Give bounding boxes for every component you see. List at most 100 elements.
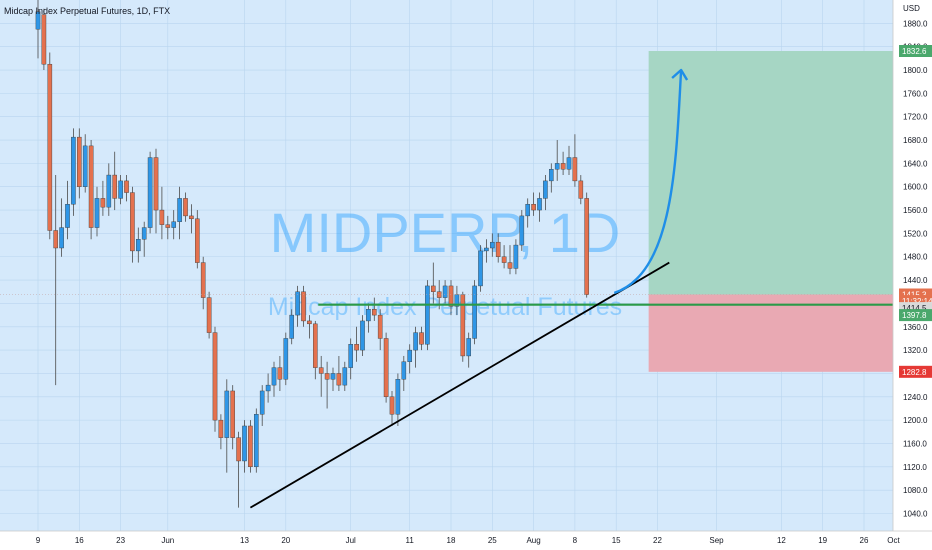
- candle-body: [372, 309, 377, 316]
- symbol-title: Midcap Index Perpetual Futures, 1D, FTX: [4, 6, 171, 16]
- candle-body: [171, 221, 177, 228]
- candle-body: [425, 285, 430, 345]
- candle-body: [41, 14, 47, 65]
- candle-body: [466, 338, 472, 357]
- candle-body: [194, 218, 200, 263]
- candle-body: [342, 367, 348, 386]
- candle-body: [147, 157, 153, 228]
- candle-body: [189, 215, 194, 220]
- time-tick-label: Jun: [161, 536, 174, 545]
- time-tick-label: Oct: [887, 536, 900, 545]
- trendline[interactable]: [249, 261, 670, 509]
- candle-body: [248, 425, 253, 468]
- price-tick-label: 1640.0: [903, 159, 928, 168]
- candle-body: [307, 320, 312, 325]
- candle-body: [106, 174, 112, 208]
- candle-body: [100, 198, 106, 208]
- time-tick-label: Sep: [709, 536, 724, 545]
- candle-body: [513, 244, 519, 269]
- candle-body: [377, 314, 383, 339]
- candle-body: [88, 145, 94, 228]
- time-tick-label: 8: [573, 536, 578, 545]
- candle-body: [501, 256, 507, 263]
- position-zones: [648, 50, 893, 372]
- candle-body: [165, 224, 171, 228]
- candle-body: [59, 227, 64, 249]
- candle-body: [572, 157, 578, 182]
- candle-body: [289, 314, 295, 339]
- time-tick-label: 15: [612, 536, 621, 545]
- price-label-badge: [899, 44, 932, 57]
- price-axis-bg: [893, 0, 932, 550]
- price-label-text: 1414.5: [902, 304, 927, 313]
- price-tick-label: 1440.0: [903, 276, 928, 285]
- price-tick-label: 1160.0: [903, 439, 927, 448]
- candle-body: [130, 192, 135, 252]
- candle-body: [531, 204, 536, 211]
- candle-body: [389, 396, 395, 415]
- candle-body: [566, 157, 572, 170]
- candle-body: [537, 198, 542, 211]
- time-axis-bg: [0, 531, 932, 550]
- candle-body: [124, 180, 129, 193]
- time-tick-label: 16: [75, 536, 84, 545]
- price-tick-label: 1800.0: [903, 66, 928, 75]
- candle-body: [35, 11, 41, 30]
- watermark-ticker: MIDPERP, 1D: [270, 201, 621, 264]
- candle-body: [153, 157, 159, 211]
- candle-body: [265, 384, 271, 392]
- candle-body: [395, 379, 401, 415]
- price-tick-label: 1600.0: [903, 183, 928, 192]
- drawings-layer: [0, 68, 893, 509]
- price-tick-label: 1240.0: [903, 393, 928, 402]
- price-label-text: 11:32:14: [902, 297, 932, 306]
- time-tick-label: Aug: [526, 536, 540, 545]
- projection-arrow[interactable]: [613, 69, 683, 295]
- candle-body: [554, 163, 560, 170]
- candle-body: [360, 320, 365, 351]
- time-tick-label: 9: [36, 536, 41, 545]
- time-tick-label: 19: [818, 536, 827, 545]
- price-tick-label: 1760.0: [903, 89, 928, 98]
- time-tick-label: 23: [116, 536, 125, 545]
- price-tick-label: 1080.0: [903, 486, 928, 495]
- candle-body: [336, 373, 342, 386]
- candle-body: [218, 419, 224, 438]
- projection-arrowhead: [671, 68, 689, 81]
- candle-body: [507, 262, 513, 269]
- candle-body: [383, 338, 389, 397]
- candle-body: [490, 241, 495, 249]
- candle-body: [448, 285, 454, 307]
- price-tick-label: 1120.0: [903, 463, 927, 472]
- candle-body: [419, 332, 424, 345]
- time-tick-label: 26: [860, 536, 869, 545]
- candle-body: [519, 215, 525, 246]
- price-axis[interactable]: 1040.01080.01120.01160.01200.01240.01280…: [893, 0, 932, 550]
- time-tick-label: 18: [447, 536, 456, 545]
- candle-body: [177, 198, 182, 222]
- candle-body: [318, 367, 324, 374]
- candle-body: [348, 344, 354, 368]
- candles-layer: [35, 0, 589, 508]
- candle-body: [236, 437, 241, 462]
- candle-body: [354, 344, 359, 351]
- candle-body: [71, 136, 76, 205]
- price-tick-label: 1520.0: [903, 229, 928, 238]
- candle-body: [436, 291, 442, 298]
- time-tick-label: 22: [653, 536, 662, 545]
- candle-body: [212, 332, 218, 421]
- time-tick-label: 25: [488, 536, 497, 545]
- candle-body: [65, 204, 70, 228]
- currency-label: USD: [903, 4, 920, 13]
- price-label-badge: [899, 365, 932, 378]
- candle-body: [253, 414, 259, 468]
- candle-body: [295, 291, 300, 316]
- price-tick-label: 1360.0: [903, 323, 928, 332]
- candle-body: [330, 373, 336, 380]
- time-tick-label: 11: [406, 536, 415, 545]
- candle-body: [82, 145, 88, 187]
- candle-body: [242, 425, 247, 462]
